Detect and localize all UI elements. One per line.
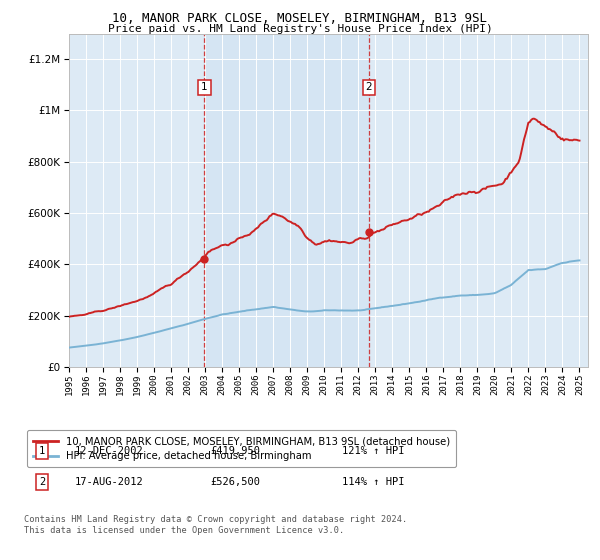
Text: 2: 2	[39, 477, 45, 487]
Text: £526,500: £526,500	[210, 477, 260, 487]
Text: Contains HM Land Registry data © Crown copyright and database right 2024.
This d: Contains HM Land Registry data © Crown c…	[24, 515, 407, 535]
Text: 114% ↑ HPI: 114% ↑ HPI	[342, 477, 404, 487]
Text: 10, MANOR PARK CLOSE, MOSELEY, BIRMINGHAM, B13 9SL: 10, MANOR PARK CLOSE, MOSELEY, BIRMINGHA…	[113, 12, 487, 25]
Text: 12-DEC-2002: 12-DEC-2002	[75, 446, 144, 456]
Text: 1: 1	[39, 446, 45, 456]
Text: 17-AUG-2012: 17-AUG-2012	[75, 477, 144, 487]
Legend: 10, MANOR PARK CLOSE, MOSELEY, BIRMINGHAM, B13 9SL (detached house), HPI: Averag: 10, MANOR PARK CLOSE, MOSELEY, BIRMINGHA…	[27, 430, 457, 467]
Text: 1: 1	[201, 82, 208, 92]
Text: 2: 2	[365, 82, 373, 92]
Text: Price paid vs. HM Land Registry's House Price Index (HPI): Price paid vs. HM Land Registry's House …	[107, 24, 493, 34]
Text: £419,950: £419,950	[210, 446, 260, 456]
Text: 121% ↑ HPI: 121% ↑ HPI	[342, 446, 404, 456]
Bar	[204, 34, 369, 367]
